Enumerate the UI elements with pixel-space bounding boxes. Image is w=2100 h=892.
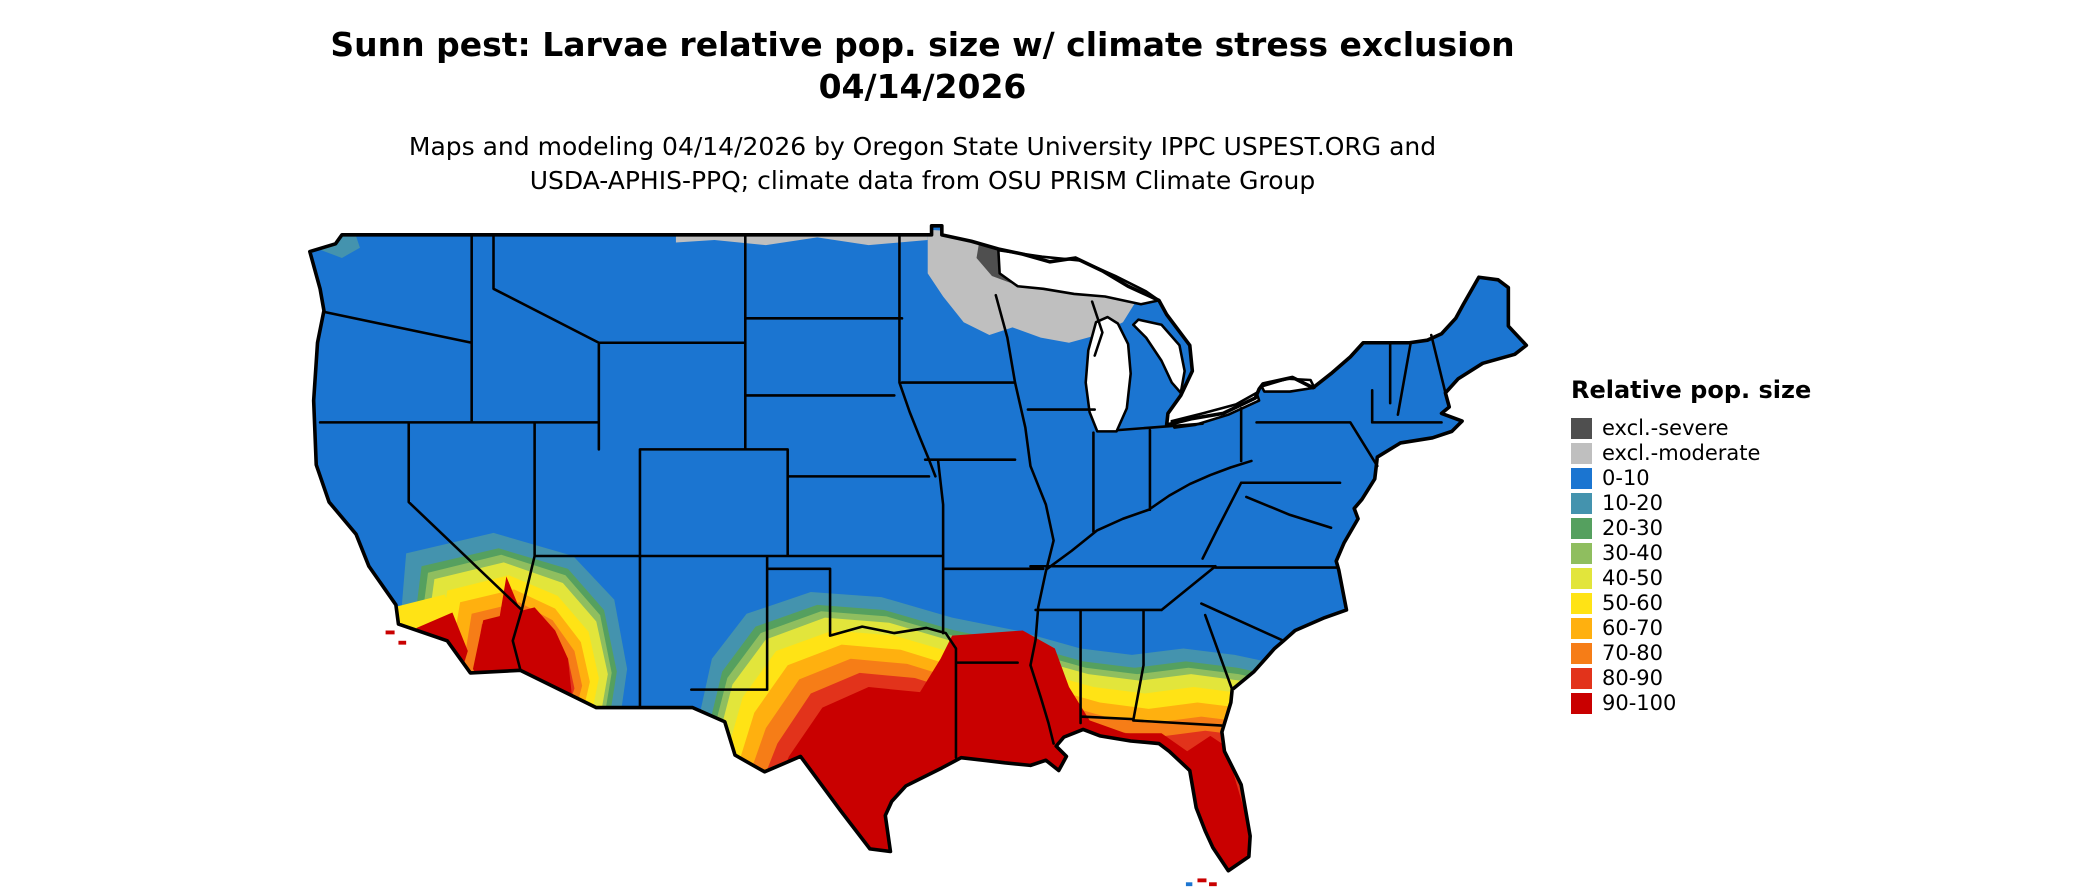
legend-swatch-50-60 (1571, 593, 1592, 614)
legend: Relative pop. size excl.-severe excl.-mo… (1571, 376, 1811, 716)
florida-keys-mark (1209, 882, 1217, 887)
legend-item: 40-50 (1571, 566, 1811, 591)
legend-item: 10-20 (1571, 491, 1811, 516)
legend-item: 20-30 (1571, 516, 1811, 541)
legend-item: excl.-moderate (1571, 441, 1811, 466)
map-subtitle-line2: USDA-APHIS-PPQ; climate data from OSU PR… (529, 166, 1316, 195)
legend-item: 30-40 (1571, 541, 1811, 566)
legend-swatch-40-50 (1571, 568, 1592, 589)
legend-item: 80-90 (1571, 666, 1811, 691)
channel-islands-mark (398, 640, 407, 645)
lake-huron (1131, 318, 1186, 395)
lake-michigan (1084, 315, 1132, 433)
legend-label: 40-50 (1602, 566, 1664, 590)
us-map-svg (308, 224, 1529, 887)
legend-swatch-90-100 (1571, 693, 1592, 714)
map-subtitle: Maps and modeling 04/14/2026 by Oregon S… (0, 130, 1845, 198)
legend-swatch-excl-severe (1571, 418, 1592, 439)
legend-item: 60-70 (1571, 616, 1811, 641)
us-map-figure (303, 222, 1537, 890)
legend-item: 0-10 (1571, 466, 1811, 491)
legend-label: 90-100 (1602, 691, 1677, 715)
offshore-details (385, 630, 1217, 887)
florida-keys-mark (1197, 878, 1207, 883)
florida-keys-mark (1185, 882, 1193, 887)
legend-swatch-excl-moderate (1571, 443, 1592, 464)
legend-label: 50-60 (1602, 591, 1664, 615)
legend-swatch-20-30 (1571, 518, 1592, 539)
legend-swatch-10-20 (1571, 493, 1592, 514)
legend-swatch-60-70 (1571, 618, 1592, 639)
great-lakes (997, 248, 1316, 433)
legend-item: 70-80 (1571, 641, 1811, 666)
legend-title: Relative pop. size (1571, 376, 1812, 404)
legend-swatch-70-80 (1571, 643, 1592, 664)
legend-label: excl.-moderate (1602, 441, 1761, 465)
legend-label: 60-70 (1602, 616, 1664, 640)
legend-swatch-30-40 (1571, 543, 1592, 564)
map-title: Sunn pest: Larvae relative pop. size w/ … (330, 25, 1515, 64)
legend-label: 70-80 (1602, 641, 1664, 665)
channel-islands-mark (385, 630, 395, 635)
legend-label: 20-30 (1602, 516, 1664, 540)
map-title-date: 04/14/2026 (818, 67, 1027, 106)
us-outline (308, 224, 1529, 873)
legend-item: 50-60 (1571, 591, 1811, 616)
legend-swatch-80-90 (1571, 668, 1592, 689)
state-borders (318, 233, 1447, 759)
map-subtitle-line1: Maps and modeling 04/14/2026 by Oregon S… (408, 132, 1437, 161)
header: Sunn pest: Larvae relative pop. size w/ … (0, 24, 1845, 198)
legend-label: 10-20 (1602, 491, 1664, 515)
legend-label: 0-10 (1602, 466, 1650, 490)
legend-label: 30-40 (1602, 541, 1664, 565)
legend-label: 80-90 (1602, 666, 1664, 690)
legend-label: excl.-severe (1602, 416, 1729, 440)
legend-item: excl.-severe (1571, 416, 1811, 441)
legend-swatch-0-10 (1571, 468, 1592, 489)
legend-item: 90-100 (1571, 691, 1811, 716)
